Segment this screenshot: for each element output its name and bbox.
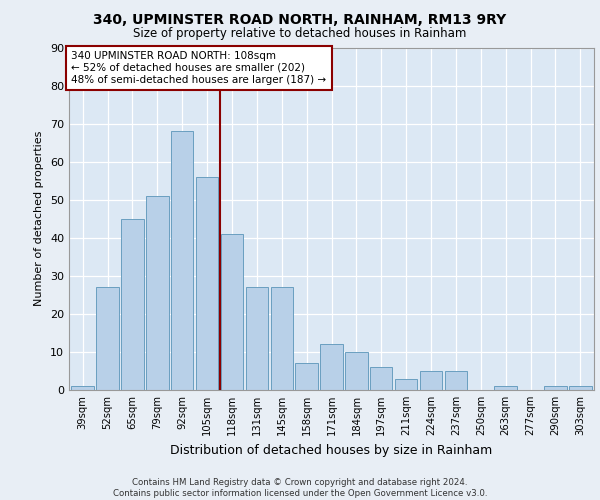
Bar [345,352,368,390]
Bar [171,131,193,390]
Bar [320,344,343,390]
Bar [245,287,268,390]
Bar [295,364,318,390]
X-axis label: Distribution of detached houses by size in Rainham: Distribution of detached houses by size … [170,444,493,456]
Bar [221,234,243,390]
Bar [146,196,169,390]
Bar [370,367,392,390]
Bar [544,386,566,390]
Bar [97,287,119,390]
Bar [395,378,418,390]
Bar [71,386,94,390]
Bar [420,371,442,390]
Bar [271,287,293,390]
Bar [445,371,467,390]
Bar [494,386,517,390]
Bar [121,219,143,390]
Y-axis label: Number of detached properties: Number of detached properties [34,131,44,306]
Text: 340, UPMINSTER ROAD NORTH, RAINHAM, RM13 9RY: 340, UPMINSTER ROAD NORTH, RAINHAM, RM13… [94,12,506,26]
Bar [569,386,592,390]
Text: Contains HM Land Registry data © Crown copyright and database right 2024.
Contai: Contains HM Land Registry data © Crown c… [113,478,487,498]
Text: Size of property relative to detached houses in Rainham: Size of property relative to detached ho… [133,28,467,40]
Text: 340 UPMINSTER ROAD NORTH: 108sqm
← 52% of detached houses are smaller (202)
48% : 340 UPMINSTER ROAD NORTH: 108sqm ← 52% o… [71,52,326,84]
Bar [196,177,218,390]
